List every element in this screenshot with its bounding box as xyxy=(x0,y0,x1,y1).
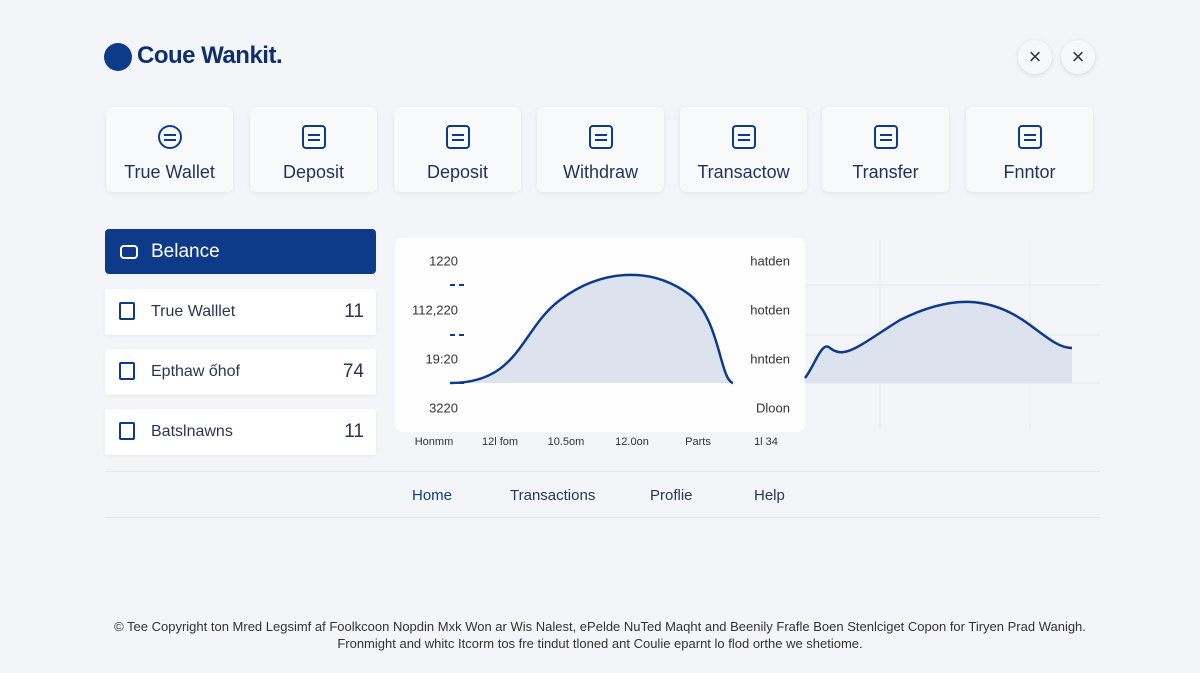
card-label: Deposit xyxy=(426,162,489,182)
footer-line: © Tee Copyright ton Mred Legsimf af Fool… xyxy=(114,619,1086,634)
row-label: Batslnawns xyxy=(151,423,233,440)
curve xyxy=(449,273,734,385)
separator xyxy=(105,471,1100,472)
row-value: 11 xyxy=(344,301,364,322)
area xyxy=(450,274,733,383)
x-label: 10.5om xyxy=(548,436,585,448)
row-value: 74 xyxy=(342,361,364,382)
row-icon xyxy=(119,302,135,320)
row-value: 11 xyxy=(344,421,364,442)
y-label: 3220 xyxy=(429,400,458,415)
nav-item[interactable]: Help xyxy=(754,487,785,504)
nav-item[interactable]: Proflie xyxy=(650,487,693,504)
y-label-right: Dloon xyxy=(756,400,790,415)
balance-tab[interactable]: Belance xyxy=(105,229,376,274)
x-label: 12l fom xyxy=(482,436,518,448)
y-label-right: hntden xyxy=(750,351,790,366)
row-icon xyxy=(119,422,135,440)
action-card[interactable]: Transfer xyxy=(822,107,949,192)
dashes xyxy=(450,284,468,384)
card-icon xyxy=(732,125,756,149)
card-icon xyxy=(158,125,182,149)
card-icon xyxy=(302,125,326,149)
area xyxy=(805,301,1072,383)
card-label: Fnntor xyxy=(1003,162,1056,182)
separator xyxy=(105,517,1100,518)
card-label: Transfer xyxy=(852,162,919,182)
y-label: 112,220 xyxy=(412,302,458,317)
card-icon xyxy=(446,125,470,149)
card-icon xyxy=(874,125,898,149)
action-card[interactable]: True Wallet xyxy=(106,107,233,192)
balance-label: Belance xyxy=(151,241,220,262)
row-label: Epthaw ốhof xyxy=(151,363,240,380)
sidebar-row[interactable]: Batslnawns 11 xyxy=(105,409,376,455)
nav-item[interactable]: Home xyxy=(412,487,453,504)
y-label: 19:20 xyxy=(425,351,458,366)
footer-line: Fronmight and whitc Itcorm tos fre tindu… xyxy=(337,636,863,651)
card-icon xyxy=(589,125,613,149)
card-label: Transactow xyxy=(697,162,790,182)
row-label: True Walllet xyxy=(151,303,236,320)
row-icon xyxy=(119,362,135,380)
close-button[interactable]: × xyxy=(1018,40,1052,74)
curve xyxy=(803,300,1073,379)
action-card[interactable]: Withdraw xyxy=(537,107,664,192)
card-label: Deposit xyxy=(282,162,345,182)
sidebar-row[interactable]: True Walllet 11 xyxy=(105,289,376,335)
y-label-right: hotden xyxy=(750,302,790,317)
card-label: Withdraw xyxy=(562,162,638,182)
x-label: 1l 34 xyxy=(754,436,778,448)
x-label: Honmm xyxy=(415,436,454,448)
x-label: 12.0on xyxy=(615,436,649,448)
y-label-right: hatden xyxy=(750,253,790,268)
x-label: Parts xyxy=(685,436,711,448)
y-label: 1220 xyxy=(429,253,458,268)
close-button[interactable]: × xyxy=(1061,40,1095,74)
nav-item[interactable]: Transactions xyxy=(510,487,596,504)
action-card[interactable]: Deposit xyxy=(394,107,521,192)
logo-icon xyxy=(104,43,132,71)
balance-icon xyxy=(120,245,138,259)
card-icon xyxy=(1018,125,1042,149)
sidebar-row[interactable]: Epthaw ốhof 74 xyxy=(105,349,376,395)
action-card[interactable]: Deposit xyxy=(250,107,377,192)
action-card[interactable]: Transactow xyxy=(680,107,807,192)
card-label: True Wallet xyxy=(124,162,215,182)
action-card[interactable]: Fnntor xyxy=(966,107,1093,192)
app-title: Coue Wankit. xyxy=(137,42,283,69)
